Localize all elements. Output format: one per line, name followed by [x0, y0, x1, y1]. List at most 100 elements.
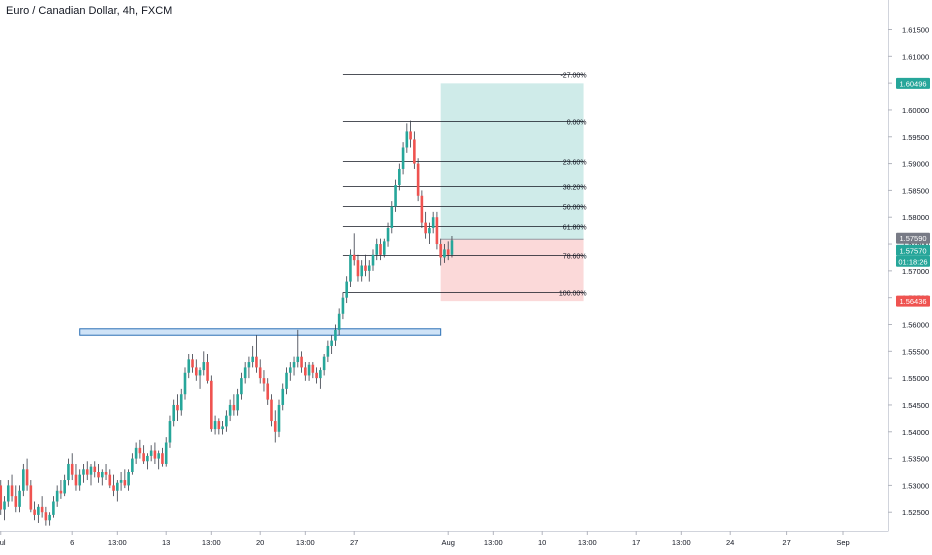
time-tick-label: 10	[538, 538, 546, 547]
candle-body	[322, 356, 326, 371]
candle-body	[307, 364, 311, 376]
time-tick-label: 13	[162, 538, 170, 547]
price-label-text: 01:18:26	[898, 257, 927, 266]
price-label-bg	[896, 244, 930, 256]
candle-body	[104, 472, 108, 475]
fib-retracement[interactable]: -27.00% 0.00% 23.60% 38.20% 50.00% 61.80% 78.6…	[342, 73, 587, 298]
time-tick-label: Aug	[442, 538, 455, 547]
candle-body	[431, 217, 435, 228]
price-label-bg	[896, 255, 930, 267]
candle-body	[3, 501, 6, 510]
price-tick-label: 1.56000	[902, 321, 929, 330]
fib-level-label: 23.60%	[563, 160, 587, 167]
candle-body	[345, 281, 348, 298]
price-tick-label: 1.55500	[902, 347, 929, 356]
candle-body	[198, 370, 202, 376]
candle-body	[315, 372, 318, 379]
candle-body	[172, 404, 176, 422]
candle-body	[326, 345, 330, 357]
candle-body	[134, 447, 138, 459]
candle-body	[225, 415, 228, 427]
candle-body	[191, 359, 194, 368]
fib-level-label: 0.00%	[567, 120, 587, 127]
candle-body	[153, 450, 157, 459]
candle-body	[221, 426, 224, 430]
time-axis[interactable]: Jul 6 13:00 13 13:00 20 13:00 27 Aug 13:00 10 13:00…	[0, 531, 889, 547]
candle-body	[161, 453, 164, 464]
candle-body	[304, 367, 307, 376]
price-label-bg	[896, 295, 930, 307]
price-label-text: 1.56436	[899, 297, 926, 306]
candle-body	[240, 378, 243, 395]
long-position-tool[interactable]	[440, 83, 584, 302]
candle-body	[131, 458, 134, 472]
candle-body	[258, 367, 262, 379]
candle-body	[247, 362, 251, 368]
candle-body	[119, 480, 123, 483]
candle-body	[59, 490, 63, 494]
support-zone[interactable]	[79, 328, 442, 336]
time-tick-label: 24	[726, 538, 734, 547]
candle-body	[416, 163, 420, 196]
candle-body	[352, 254, 356, 261]
candle-body	[386, 227, 390, 242]
candle-body	[281, 388, 285, 405]
time-tick-label: 13:00	[108, 538, 127, 547]
candle-body	[100, 472, 104, 478]
price-tick-label: 1.58500	[902, 186, 929, 195]
candle-body	[409, 131, 412, 140]
candle-body	[123, 480, 127, 486]
candle-body	[228, 404, 232, 416]
price-labels: 1.60496 1.57590 1.57570 01:18:26 1.56436	[896, 77, 930, 307]
price-label-text: 1.57590	[899, 234, 926, 243]
price-label-entry: 1.57590	[896, 232, 930, 244]
price-tick-label: 1.60000	[902, 106, 929, 115]
candle-body	[232, 404, 236, 411]
candle-body	[277, 404, 281, 432]
candle-body	[202, 362, 206, 371]
candle-body	[364, 265, 367, 271]
time-tick-label: 27	[350, 538, 358, 547]
time-tick-label: 17	[632, 538, 640, 547]
candle-body	[349, 254, 352, 282]
candle-body	[164, 442, 168, 464]
candle-body	[108, 474, 112, 486]
candle-body	[288, 367, 292, 373]
price-label-text: 1.60496	[899, 79, 926, 88]
candle-body	[10, 485, 14, 497]
candle-body	[334, 329, 337, 341]
time-tick-label: 6	[70, 538, 74, 547]
candle-body	[375, 244, 379, 255]
candle-body	[371, 254, 375, 266]
time-tick-label: 20	[256, 538, 264, 547]
candle-body	[55, 490, 59, 502]
candle-body	[367, 265, 371, 271]
candle-body	[435, 217, 439, 245]
fib-level-label: -27.00%	[560, 73, 586, 80]
candle-body	[262, 378, 266, 384]
candle-body	[93, 466, 97, 472]
candle-body	[22, 469, 25, 491]
candle-body	[206, 362, 209, 381]
price-tick-label: 1.54000	[902, 428, 929, 437]
candle-body	[176, 404, 179, 411]
candle-body	[70, 463, 74, 475]
candle-body	[149, 450, 153, 456]
candle-body	[14, 496, 18, 507]
candle-body	[398, 168, 401, 186]
fib-level-label: 100.00%	[559, 291, 587, 298]
candle-body	[379, 244, 382, 255]
time-tick-label: Sep	[836, 538, 849, 547]
price-tick-label: 1.57500	[902, 240, 929, 249]
candle-body	[112, 485, 115, 491]
candle-body	[251, 356, 254, 363]
candle-body	[311, 364, 315, 373]
candle-body	[285, 372, 288, 389]
candle-body	[296, 356, 300, 363]
candle-body	[213, 421, 217, 430]
candle-body	[217, 421, 221, 430]
candle-body	[439, 244, 442, 258]
candle-body	[157, 453, 160, 459]
